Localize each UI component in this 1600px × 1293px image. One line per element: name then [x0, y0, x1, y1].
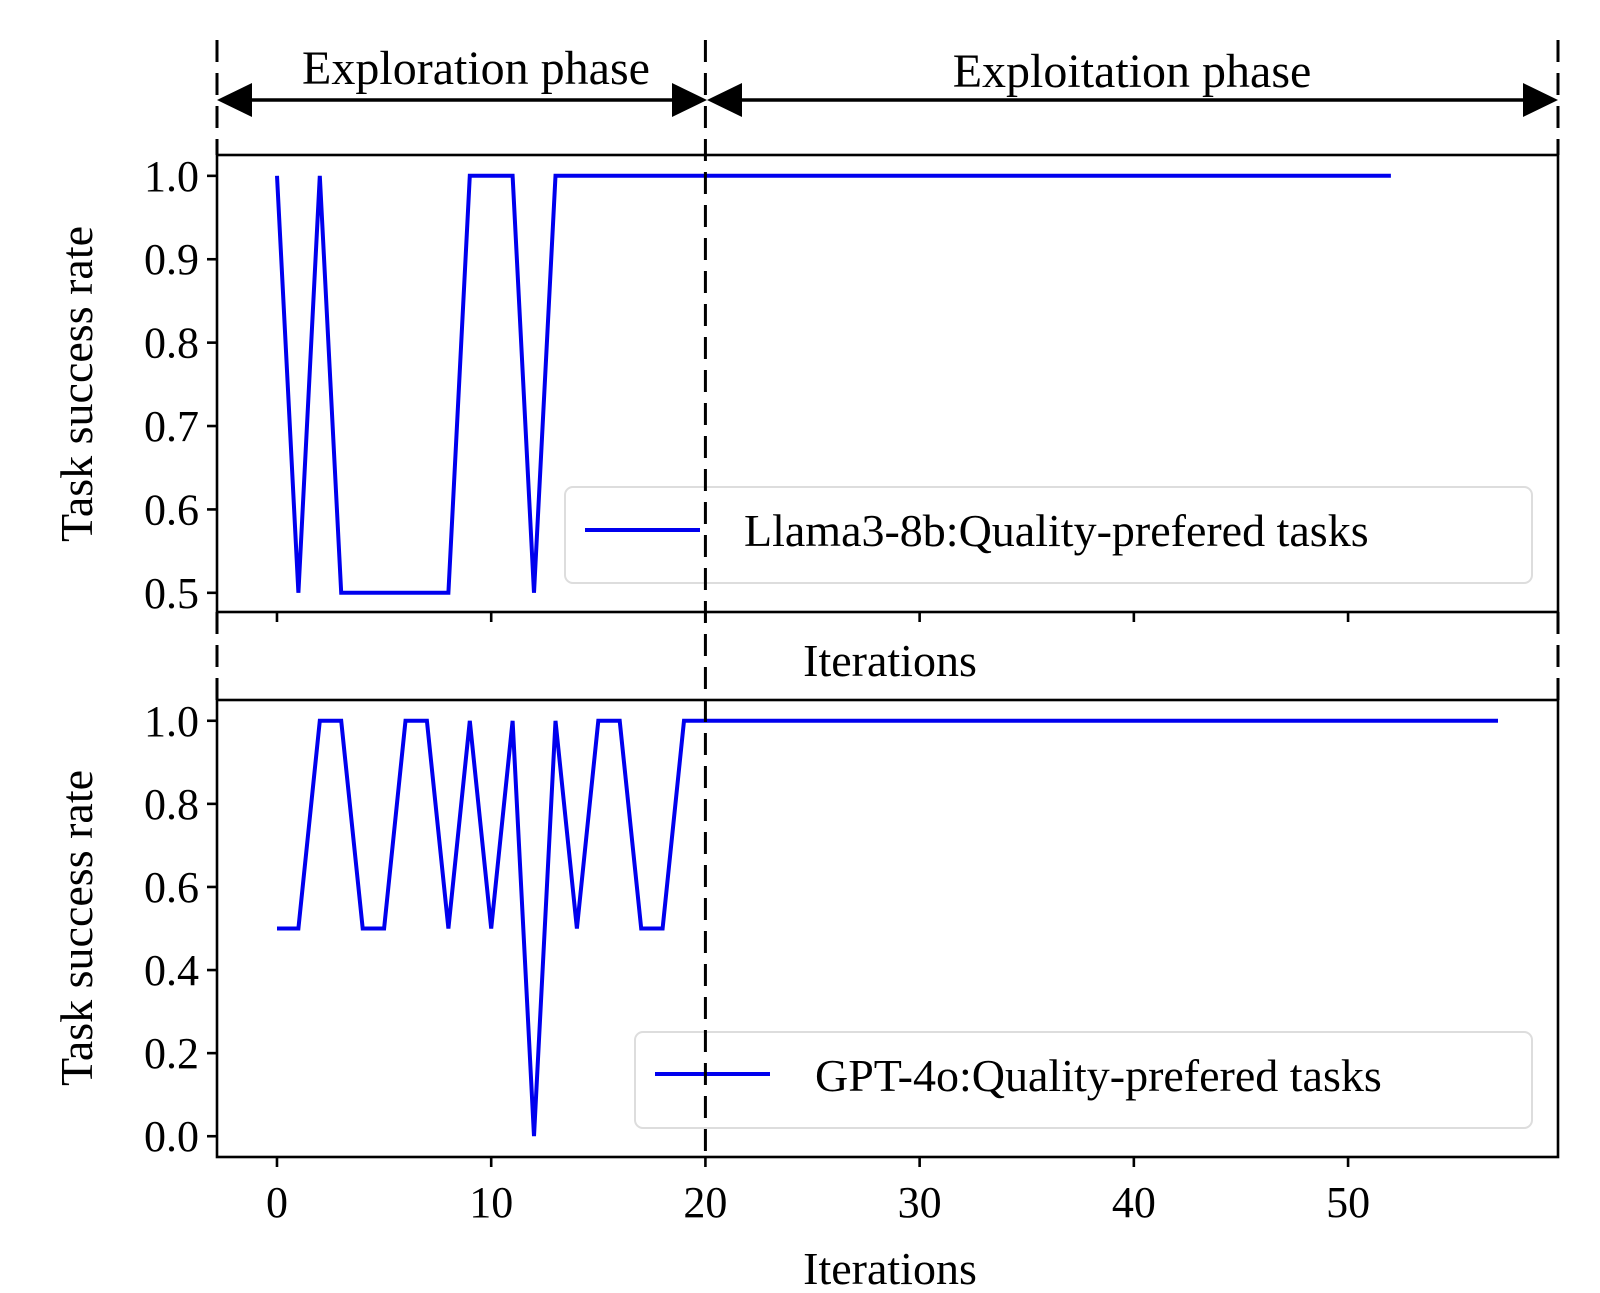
- bottom-y-ticks: 0.0 0.2 0.4 0.6 0.8 1.0: [144, 697, 217, 1161]
- phase-header: Exploration phase Exploitation phase: [215, 40, 1560, 155]
- bottom-y-axis-label: Task success rate: [51, 770, 102, 1086]
- y-tick-label: 0.7: [144, 402, 199, 451]
- top-x-ticks: [275, 612, 1350, 622]
- top-x-axis-label: Iterations: [803, 635, 977, 686]
- y-tick-label: 0.6: [144, 485, 199, 534]
- bottom-legend-box: [634, 1031, 1533, 1129]
- x-tick-label: 50: [1326, 1178, 1370, 1227]
- x-tick-label: 10: [469, 1178, 513, 1227]
- y-tick-label: 0.5: [144, 569, 199, 618]
- x-tick-label: 0: [266, 1178, 288, 1227]
- y-tick-label: 1.0: [144, 152, 199, 201]
- y-tick-label: 0.8: [144, 319, 199, 368]
- top-y-ticks: 0.5 0.6 0.7 0.8 0.9 1.0: [144, 152, 217, 618]
- bottom-plot-frame: [215, 698, 1560, 1159]
- y-tick-label: 1.0: [144, 697, 199, 746]
- y-tick-label: 0.8: [144, 780, 199, 829]
- y-tick-label: 0.0: [144, 1112, 199, 1161]
- top-legend-box: [564, 486, 1533, 584]
- exploitation-arrow-left-head: [707, 83, 742, 117]
- bottom-panel: 0.0 0.2 0.4 0.6 0.8 1.0 0 10 20 30 40 50 GPT-4o:Qu…: [51, 697, 1560, 1293]
- x-tick-label: 40: [1112, 1178, 1156, 1227]
- top-legend-label: Llama3-8b:Quality-prefered tasks: [744, 505, 1369, 556]
- bottom-legend-label: GPT-4o:Quality-prefered tasks: [815, 1050, 1382, 1101]
- top-series-line: [275, 173, 1391, 595]
- bottom-x-axis-label: Iterations: [803, 1243, 977, 1293]
- bottom-series-line: [277, 718, 1498, 1137]
- y-tick-label: 0.9: [144, 235, 199, 284]
- exploitation-arrow-right-head: [1523, 83, 1558, 117]
- top-y-axis-label: Task success rate: [51, 226, 102, 542]
- top-panel: 0.5 0.6 0.7 0.8 0.9 1.0 Llama3-8b:Quality-pre…: [51, 152, 1560, 686]
- x-tick-label: 30: [898, 1178, 942, 1227]
- x-tick-label: 20: [683, 1178, 727, 1227]
- exploitation-phase-label: Exploitation phase: [953, 45, 1312, 98]
- exploration-arrow-left-head: [217, 83, 252, 117]
- top-plot-frame: [215, 153, 1560, 614]
- y-tick-label: 0.6: [144, 863, 199, 912]
- y-tick-label: 0.4: [144, 946, 199, 995]
- bottom-x-ticks: 0 10 20 30 40 50: [266, 1157, 1370, 1227]
- exploration-phase-label: Exploration phase: [302, 42, 650, 95]
- exploration-arrow-right-head: [672, 83, 707, 117]
- y-tick-label: 0.2: [144, 1029, 199, 1078]
- gap-connectors: [215, 612, 1560, 700]
